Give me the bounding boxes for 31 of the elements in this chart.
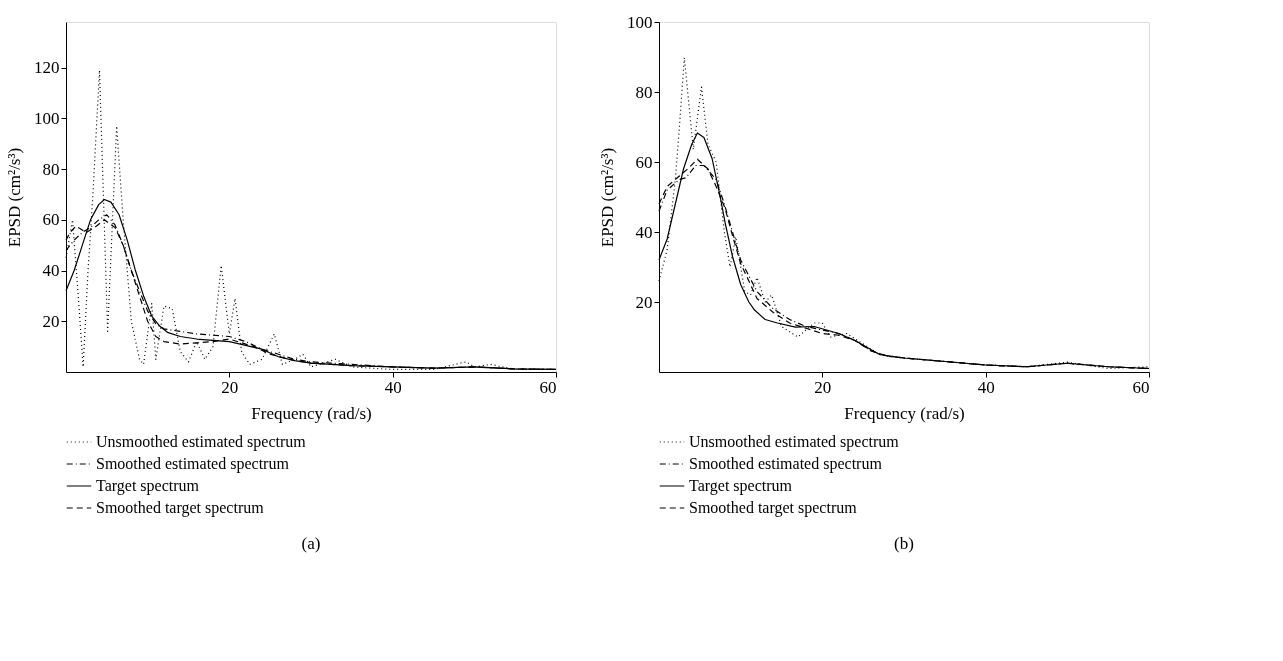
y-tick-label: 60 — [635, 152, 653, 172]
x-tick-label: 60 — [1132, 377, 1150, 397]
y-tick-label: 20 — [635, 292, 653, 312]
x-tick-label: 20 — [221, 377, 239, 397]
y-tick-label: 20 — [42, 311, 60, 331]
legend-label: Target spectrum — [689, 477, 793, 495]
legend-label: Unsmoothed estimated spectrum — [689, 433, 900, 451]
x-axis-title: Frequency (rad/s) — [251, 403, 372, 423]
legend-label: Smoothed estimated spectrum — [689, 455, 883, 473]
legend-label: Smoothed estimated spectrum — [96, 455, 290, 473]
y-tick-label: 40 — [42, 261, 60, 281]
legend-label: Unsmoothed estimated spectrum — [96, 433, 307, 451]
y-axis-title: EPSD (cm²/s³) — [5, 147, 24, 248]
text: (b) — [894, 534, 914, 553]
legend-label: Smoothed target spectrum — [96, 499, 265, 517]
y-tick-label: 100 — [627, 12, 653, 32]
y-tick-label: 120 — [34, 58, 60, 78]
x-axis-title: Frequency (rad/s) — [844, 403, 965, 423]
text: (a) — [301, 534, 321, 553]
y-tick-label: 80 — [42, 159, 60, 179]
x-tick-label: 20 — [814, 377, 832, 397]
x-tick-label: 40 — [977, 377, 995, 397]
legend-label: Target spectrum — [96, 477, 200, 495]
y-tick-label: 60 — [42, 210, 60, 230]
x-tick-label: 40 — [384, 377, 402, 397]
y-tick-label: 100 — [34, 108, 60, 128]
y-axis-title: EPSD (cm²/s³) — [598, 147, 617, 248]
x-tick-label: 60 — [539, 377, 557, 397]
y-tick-label: 40 — [635, 222, 653, 242]
legend-label: Smoothed target spectrum — [689, 499, 858, 517]
y-tick-label: 80 — [635, 82, 653, 102]
